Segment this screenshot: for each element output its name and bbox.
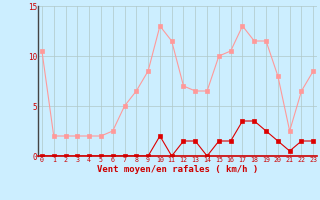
X-axis label: Vent moyen/en rafales ( km/h ): Vent moyen/en rafales ( km/h ) [97, 165, 258, 174]
